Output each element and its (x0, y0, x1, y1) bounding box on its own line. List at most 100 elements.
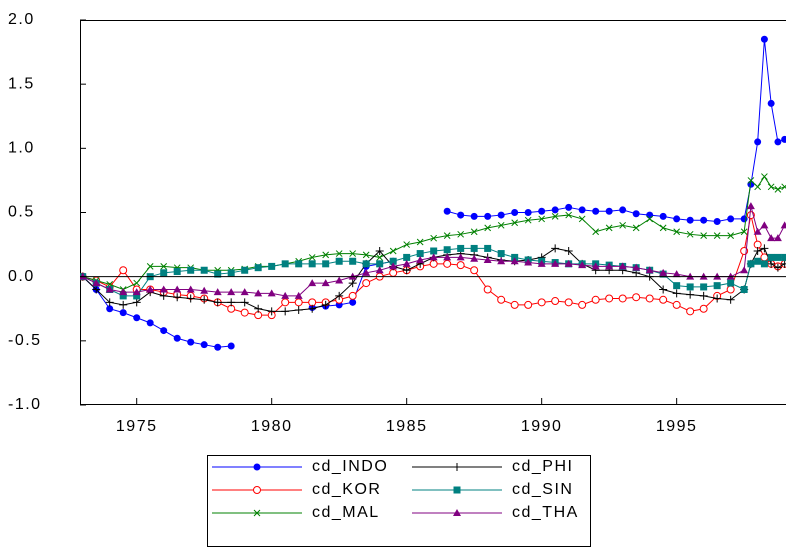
marker (322, 251, 330, 259)
marker (673, 228, 681, 236)
marker (699, 291, 708, 300)
marker (213, 288, 222, 296)
marker (713, 217, 721, 225)
marker (348, 291, 357, 300)
marker (267, 289, 276, 297)
marker (457, 244, 465, 252)
marker (767, 183, 775, 191)
marker (760, 35, 768, 43)
marker (699, 304, 708, 313)
marker (537, 259, 546, 267)
marker (773, 263, 782, 272)
marker (159, 285, 168, 293)
marker (672, 270, 681, 278)
marker (632, 224, 640, 232)
marker (389, 262, 398, 270)
marker (726, 285, 735, 294)
marker (564, 247, 573, 255)
marker (119, 292, 127, 300)
marker (133, 292, 141, 300)
marker (443, 259, 452, 268)
marker (160, 263, 168, 270)
legend-label: cd_MAL (312, 504, 380, 521)
marker (227, 298, 236, 307)
marker (511, 209, 519, 216)
marker (416, 250, 424, 258)
marker (308, 254, 316, 261)
marker (740, 286, 748, 293)
x-tick-label: 1980 (251, 418, 293, 435)
marker (105, 298, 114, 307)
marker (578, 300, 587, 309)
marker (591, 262, 600, 270)
x-tick-label: 1995 (656, 418, 698, 435)
marker (416, 238, 424, 246)
marker (645, 266, 654, 274)
marker (578, 206, 586, 214)
marker (402, 259, 411, 267)
legend-label: cd_PHI (512, 458, 573, 475)
marker (619, 221, 627, 229)
marker (551, 297, 560, 306)
x-tick-label: 1985 (386, 418, 428, 435)
marker (322, 260, 330, 268)
legend-marker (453, 486, 461, 494)
marker (781, 253, 786, 261)
marker (186, 294, 195, 303)
y-tick-label: 0.0 (8, 268, 35, 285)
marker (659, 295, 668, 304)
marker (686, 230, 694, 238)
marker (213, 298, 222, 307)
marker (362, 268, 371, 276)
marker (700, 232, 708, 239)
marker (672, 289, 681, 298)
marker (376, 254, 384, 261)
marker (497, 250, 505, 258)
marker (281, 298, 290, 307)
legend-label: cd_THA (512, 504, 579, 521)
marker (281, 307, 290, 316)
marker (781, 135, 786, 143)
marker (551, 212, 559, 220)
y-tick-label: 1.5 (8, 75, 35, 92)
marker (240, 308, 249, 317)
marker (618, 262, 627, 270)
marker (402, 266, 411, 275)
marker (389, 247, 397, 255)
marker (119, 288, 128, 296)
marker (349, 257, 357, 265)
x-tick-label: 1975 (116, 418, 158, 435)
marker (760, 221, 769, 229)
marker (605, 224, 613, 232)
legend-item: cd_KOR (212, 481, 380, 498)
marker (727, 232, 735, 239)
marker (470, 254, 479, 262)
marker (510, 300, 519, 309)
legend-marker (253, 463, 261, 471)
marker (173, 285, 182, 293)
marker (686, 307, 695, 316)
y-tick-label: -0.5 (8, 332, 42, 349)
marker (646, 215, 654, 223)
marker (780, 259, 786, 268)
marker (186, 285, 195, 293)
marker (524, 216, 532, 224)
marker (132, 288, 141, 296)
marker (565, 211, 573, 219)
marker (159, 291, 168, 300)
marker (760, 260, 768, 268)
marker (767, 234, 776, 242)
marker (754, 138, 762, 146)
marker (564, 298, 573, 307)
marker (632, 293, 641, 302)
marker (200, 341, 208, 349)
y-tick-label: 0.5 (8, 204, 35, 221)
marker (673, 215, 681, 223)
marker (295, 260, 303, 268)
marker (619, 206, 627, 214)
marker (362, 260, 370, 268)
marker (321, 279, 330, 287)
legend-item: cd_INDO (212, 458, 387, 475)
marker (335, 257, 343, 265)
